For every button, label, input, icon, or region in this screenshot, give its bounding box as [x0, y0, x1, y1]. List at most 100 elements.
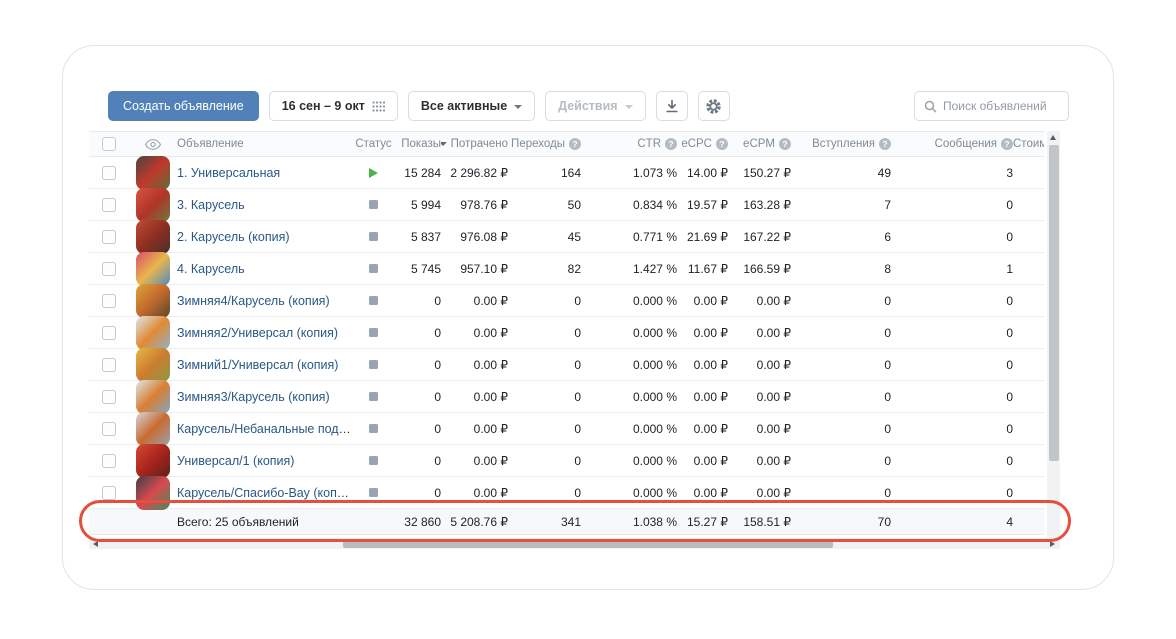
search-input[interactable] [943, 99, 1059, 113]
row-checkbox[interactable] [102, 358, 116, 372]
ecpc-value: 21.69 ₽ [677, 230, 728, 244]
shows-value: 0 [396, 454, 441, 468]
horizontal-scrollbar-thumb[interactable] [343, 539, 833, 548]
column-header-joins[interactable]: Вступления? [791, 138, 891, 150]
ctr-value: 0.000 % [581, 486, 677, 500]
column-header-cost[interactable]: Стоимость [1013, 138, 1044, 150]
ad-thumbnail[interactable] [136, 220, 170, 254]
ad-name-link[interactable]: 4. Карусель [177, 262, 245, 276]
spent-value: 0.00 ₽ [441, 486, 508, 500]
ctr-value: 0.000 % [581, 422, 677, 436]
ad-thumbnail[interactable] [136, 156, 170, 190]
totals-spent: 5 208.76 ₽ [441, 515, 508, 529]
ad-thumbnail[interactable] [136, 444, 170, 478]
ad-status-toggle[interactable] [369, 328, 378, 337]
spent-value: 0.00 ₽ [441, 326, 508, 340]
spent-value: 0.00 ₽ [441, 454, 508, 468]
ad-name-link[interactable]: Карусель/Спасибо-Вау (копия) [177, 486, 351, 500]
ecpc-value: 0.00 ₽ [677, 390, 728, 404]
ecpm-value: 163.28 ₽ [728, 198, 791, 212]
joins-value: 49 [791, 166, 891, 180]
ad-name-link[interactable]: 2. Карусель (копия) [177, 230, 290, 244]
column-header-clicks[interactable]: Переходы? [508, 138, 581, 150]
row-checkbox[interactable] [102, 166, 116, 180]
ad-name-link[interactable]: Карусель/Небанальные подарки (ко... [177, 422, 351, 436]
ad-name-link[interactable]: Зимняя4/Карусель (копия) [177, 294, 330, 308]
scroll-left-icon[interactable] [93, 541, 98, 547]
messages-value: 0 [891, 390, 1013, 404]
row-checkbox[interactable] [102, 198, 116, 212]
column-header-messages[interactable]: Сообщения? [891, 138, 1013, 150]
ad-thumbnail[interactable] [136, 284, 170, 318]
ad-status-toggle[interactable] [369, 168, 378, 178]
ad-status-toggle[interactable] [369, 488, 378, 497]
ad-status-toggle[interactable] [369, 424, 378, 433]
ad-name-link[interactable]: Зимняя2/Универсал (копия) [177, 326, 338, 340]
actions-label: Действия [558, 99, 617, 113]
row-checkbox[interactable] [102, 486, 116, 500]
ad-thumbnail[interactable] [136, 252, 170, 286]
ad-thumbnail[interactable] [136, 316, 170, 350]
ads-table: Объявление Статус Показы Потрачено Перех… [89, 131, 1044, 535]
ad-thumbnail[interactable] [136, 380, 170, 414]
page-background: Создать объявление 16 сен – 9 окт Все ак… [0, 0, 1176, 639]
ad-status-toggle[interactable] [369, 264, 378, 273]
ad-status-toggle[interactable] [369, 360, 378, 369]
select-all-checkbox[interactable] [102, 137, 116, 151]
column-header-ad[interactable]: Объявление [177, 138, 351, 150]
ad-thumbnail[interactable] [136, 188, 170, 222]
ad-status-toggle[interactable] [369, 232, 378, 241]
chevron-down-icon [514, 105, 522, 109]
ecpm-value: 0.00 ₽ [728, 486, 791, 500]
date-range-button[interactable]: 16 сен – 9 окт [269, 91, 398, 121]
search-box [914, 91, 1069, 121]
row-checkbox[interactable] [102, 422, 116, 436]
joins-value: 7 [791, 198, 891, 212]
column-header-spent[interactable]: Потрачено [441, 138, 508, 150]
scroll-up-icon[interactable] [1050, 135, 1056, 140]
horizontal-scrollbar[interactable] [89, 538, 1059, 549]
scroll-right-icon[interactable] [1050, 541, 1055, 547]
row-checkbox[interactable] [102, 390, 116, 404]
ad-thumbnail[interactable] [136, 476, 170, 510]
help-icon: ? [1001, 138, 1013, 150]
clicks-value: 164 [508, 166, 581, 180]
ctr-value: 0.771 % [581, 230, 677, 244]
create-ad-button[interactable]: Создать объявление [108, 91, 259, 121]
column-header-ctr[interactable]: CTR? [581, 138, 677, 150]
joins-value: 0 [791, 326, 891, 340]
ctr-value: 0.000 % [581, 326, 677, 340]
shows-value: 0 [396, 422, 441, 436]
export-button[interactable] [656, 91, 688, 121]
shows-value: 5 745 [396, 262, 441, 276]
clicks-value: 50 [508, 198, 581, 212]
ad-name-link[interactable]: 1. Универсальная [177, 166, 280, 180]
ad-status-toggle[interactable] [369, 200, 378, 209]
ecpm-value: 0.00 ₽ [728, 294, 791, 308]
status-filter-dropdown[interactable]: Все активные [408, 91, 535, 121]
help-icon: ? [879, 138, 891, 150]
column-header-ecpc[interactable]: eCPC? [677, 138, 728, 150]
table-row: Карусель/Спасибо-Вау (копия) 0 0.00 ₽ 0 … [89, 477, 1044, 509]
ad-name-link[interactable]: 3. Карусель [177, 198, 245, 212]
ad-thumbnail[interactable] [136, 412, 170, 446]
row-checkbox[interactable] [102, 262, 116, 276]
joins-value: 0 [791, 454, 891, 468]
settings-button[interactable] [698, 91, 730, 121]
row-checkbox[interactable] [102, 294, 116, 308]
table-row: Карусель/Небанальные подарки (ко... 0 0.… [89, 413, 1044, 445]
ad-status-toggle[interactable] [369, 296, 378, 305]
vertical-scrollbar[interactable] [1047, 131, 1060, 549]
ad-status-toggle[interactable] [369, 392, 378, 401]
row-checkbox[interactable] [102, 454, 116, 468]
ad-thumbnail[interactable] [136, 348, 170, 382]
vertical-scrollbar-thumb[interactable] [1049, 145, 1059, 461]
row-checkbox[interactable] [102, 230, 116, 244]
row-checkbox[interactable] [102, 326, 116, 340]
ad-name-link[interactable]: Зимняя3/Карусель (копия) [177, 390, 330, 404]
column-header-shows[interactable]: Показы [396, 138, 441, 150]
ad-name-link[interactable]: Зимний1/Универсал (копия) [177, 358, 338, 372]
ad-status-toggle[interactable] [369, 456, 378, 465]
ad-name-link[interactable]: Универсал/1 (копия) [177, 454, 294, 468]
column-header-ecpm[interactable]: eCPM? [728, 138, 791, 150]
